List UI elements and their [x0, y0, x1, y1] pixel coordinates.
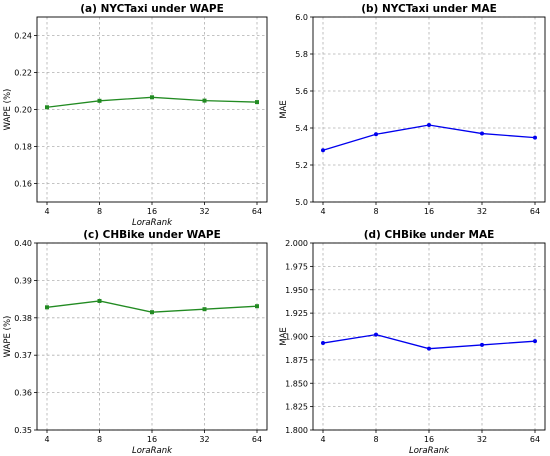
x-tick-label: 16	[147, 435, 157, 444]
data-point	[427, 123, 431, 128]
y-tick-label: 5.0	[295, 198, 308, 207]
y-tick-label: 0.24	[14, 32, 32, 41]
x-tick-label: 16	[147, 207, 157, 216]
data-point	[321, 148, 325, 153]
x-tick-label: 8	[373, 435, 378, 444]
data-point	[374, 132, 378, 137]
chart-title: (d) CHBike under MAE	[364, 229, 495, 241]
y-tick-label: 1.900	[285, 333, 308, 342]
y-tick-label: 1.800	[285, 426, 308, 435]
y-axis-label: MAE	[279, 100, 289, 119]
subplot-2: 5.0 5.2 5.4 5.6 5.8 6.0 4 8 16 32 64 (b) NYCTaxi un…	[279, 3, 546, 216]
y-tick-label: 1.850	[285, 379, 308, 388]
subplot-1: 0.16 0.18 0.20 0.22 0.24 4 8 16 32 64 (a) NYCTaxi …	[3, 3, 268, 228]
y-axis-label: MAE	[279, 327, 289, 346]
y-tick-label: 0.20	[14, 106, 32, 115]
data-point	[45, 105, 49, 110]
data-point	[255, 304, 259, 309]
data-point	[97, 298, 102, 303]
data-point	[321, 341, 325, 346]
x-tick-label: 64	[252, 207, 262, 216]
plot-frame	[36, 242, 268, 431]
y-tick-label: 0.16	[14, 180, 32, 189]
x-axis-label: LoraRank	[132, 218, 173, 228]
y-tick-label: 0.35	[14, 426, 32, 435]
y-tick-label: 2.000	[285, 239, 308, 248]
y-tick-label: 1.950	[285, 286, 308, 295]
y-tick-label: 0.37	[14, 351, 32, 360]
x-tick-label: 32	[477, 207, 487, 216]
y-tick-label: 0.22	[14, 69, 32, 78]
x-tick-label: 8	[97, 207, 102, 216]
data-point	[97, 98, 102, 103]
data-point	[480, 131, 484, 136]
data-point	[202, 307, 207, 312]
chart-title: (b) NYCTaxi under MAE	[361, 3, 497, 15]
y-tick-label: 0.39	[14, 276, 32, 285]
data-point	[150, 310, 154, 315]
x-tick-label: 8	[373, 207, 378, 216]
y-tick-label: 1.875	[285, 356, 308, 365]
subplot-4: 1.800 1.825 1.850 1.875 1.900 1.925 1.950 1.975…	[279, 229, 546, 456]
x-tick-label: 4	[44, 207, 49, 216]
y-tick-label: 0.40	[14, 239, 32, 248]
x-tick-label: 16	[424, 207, 434, 216]
y-tick-label: 1.825	[285, 403, 308, 412]
y-tick-label: 5.4	[295, 124, 308, 133]
x-tick-label: 32	[477, 435, 487, 444]
data-point	[533, 135, 537, 140]
data-point	[45, 305, 49, 310]
x-tick-label: 64	[530, 207, 540, 216]
y-tick-label: 1.975	[285, 262, 308, 271]
x-tick-label: 32	[199, 435, 209, 444]
data-point	[255, 100, 259, 105]
x-tick-label: 64	[252, 435, 262, 444]
x-tick-label: 16	[424, 435, 434, 444]
x-tick-label: 8	[97, 435, 102, 444]
data-point	[150, 95, 154, 100]
subplot-3: 0.35 0.36 0.37 0.38 0.39 0.40 4 8 16 32 64 (c) CHBi…	[3, 229, 268, 456]
chart-title: (c) CHBike under WAPE	[83, 229, 221, 241]
y-tick-label: 0.38	[14, 314, 32, 323]
y-tick-label: 0.36	[14, 389, 32, 398]
y-axis-label: WAPE (%)	[3, 89, 13, 131]
y-tick-label: 0.18	[14, 143, 32, 152]
data-point	[374, 332, 378, 337]
data-point	[480, 342, 484, 347]
x-tick-label: 4	[320, 207, 325, 216]
y-tick-label: 5.8	[295, 50, 308, 59]
y-tick-label: 5.2	[295, 161, 308, 170]
x-tick-label: 4	[44, 435, 49, 444]
y-axis-label: WAPE (%)	[3, 316, 13, 358]
x-axis-label: LoraRank	[409, 446, 450, 456]
data-point	[202, 98, 207, 103]
chart-title: (a) NYCTaxi under WAPE	[80, 3, 224, 15]
x-tick-label: 4	[320, 435, 325, 444]
x-tick-label: 64	[530, 435, 540, 444]
data-point	[427, 346, 431, 351]
y-tick-label: 5.6	[295, 87, 308, 96]
x-axis-label: LoraRank	[132, 446, 173, 456]
y-tick-label: 1.925	[285, 309, 308, 318]
y-tick-label: 6.0	[295, 13, 308, 22]
data-point	[533, 339, 537, 344]
x-tick-label: 32	[199, 207, 209, 216]
